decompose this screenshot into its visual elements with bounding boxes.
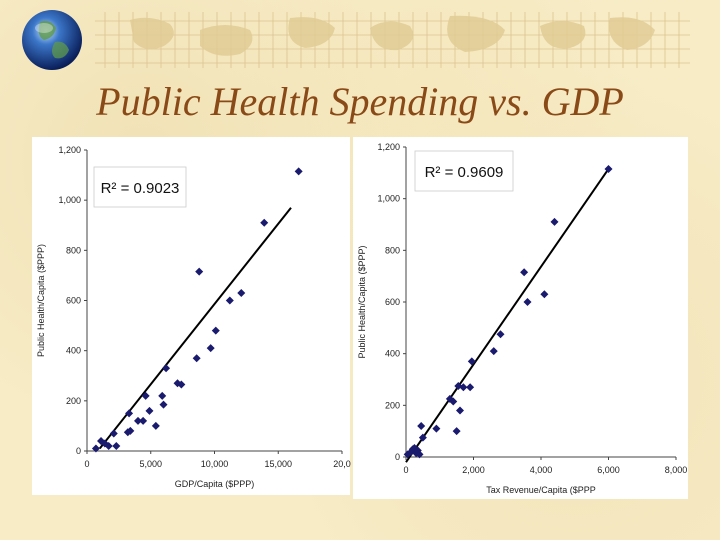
data-point — [467, 357, 476, 366]
data-point — [550, 217, 559, 226]
data-point — [415, 450, 424, 459]
globe-icon — [22, 10, 82, 70]
x-axis-label: GDP/Capita ($PPP) — [175, 479, 255, 489]
y-axis-label: Public Health/Capita ($PPP) — [357, 245, 367, 358]
chart-panel-tax: 0 200 400 600 800 1,000 1,200 0 2,000 4,000 6,000 8… — [353, 137, 688, 499]
data-point — [449, 397, 458, 406]
r-squared-box — [414, 150, 514, 192]
x-tick-label: 8,000 — [665, 465, 688, 475]
x-tick-label: 20,0 — [333, 459, 351, 469]
y-tick-label: 0 — [76, 446, 81, 456]
data-point — [159, 400, 168, 409]
data-point — [294, 167, 303, 176]
data-point — [604, 164, 613, 173]
r-squared-label: R² = 0.9609 — [425, 164, 504, 181]
data-point — [452, 427, 461, 436]
y-axis-label: Public Health/Capita ($PPP) — [36, 244, 46, 357]
data-point — [141, 391, 150, 400]
data-point — [523, 298, 532, 306]
data-point — [496, 330, 505, 339]
x-tick-label: 0 — [403, 465, 408, 475]
y-tick-label: 0 — [395, 452, 400, 462]
x-axis-label: Tax Revenue/Capita ($PPP — [486, 485, 596, 495]
r-squared-box — [93, 166, 187, 208]
x-tick-label: 15,000 — [264, 459, 292, 469]
y-tick-label: 200 — [66, 396, 81, 406]
y-tick-label: 400 — [66, 346, 81, 356]
y-tick-label: 1,200 — [377, 142, 400, 152]
x-tick-label: 5,000 — [139, 459, 162, 469]
data-point — [206, 344, 215, 353]
trendline — [405, 168, 610, 463]
data-point — [489, 347, 498, 356]
data-point — [211, 326, 220, 335]
data-point — [177, 380, 186, 389]
data-point — [237, 288, 246, 297]
x-tick-label: 2,000 — [462, 465, 485, 475]
data-point — [158, 391, 167, 400]
y-tick-label: 1,000 — [58, 195, 81, 205]
y-tick-label: 200 — [385, 400, 400, 410]
header-banner — [22, 10, 690, 70]
data-point — [195, 267, 204, 276]
data-point — [139, 416, 148, 425]
y-tick-label: 800 — [66, 245, 81, 255]
scatter-chart-tax: 0 200 400 600 800 1,000 1,200 0 2,000 4,000 6,000 8… — [357, 142, 688, 495]
data-point — [520, 268, 529, 277]
data-point — [145, 406, 154, 415]
y-tick-label: 800 — [385, 245, 400, 255]
data-point — [456, 406, 464, 415]
data-point — [91, 444, 100, 453]
slide-title: Public Health Spending vs. GDP — [96, 79, 624, 124]
x-tick-label: 0 — [84, 459, 89, 469]
y-tick-label: 1,000 — [377, 194, 400, 204]
chart-panel-gdp: 0 200 400 600 800 1,000 1,200 0 5,000 10,000 15,00… — [32, 137, 351, 495]
x-tick-label: 6,000 — [597, 465, 620, 475]
data-point — [466, 383, 475, 392]
data-point — [260, 218, 269, 227]
y-tick-label: 600 — [385, 297, 400, 307]
x-tick-label: 4,000 — [530, 465, 553, 475]
data-point — [162, 364, 171, 373]
data-point — [134, 416, 142, 425]
data-point — [104, 441, 113, 450]
data-point — [418, 433, 427, 442]
r-squared-label: R² = 0.9023 — [101, 180, 180, 197]
data-point — [109, 429, 118, 438]
y-tick-label: 400 — [385, 349, 400, 359]
data-point — [151, 421, 160, 430]
data-point — [432, 424, 441, 433]
y-tick-label: 1,200 — [58, 145, 81, 155]
data-point — [126, 426, 135, 435]
data-point — [417, 422, 426, 430]
y-tick-label: 600 — [66, 296, 81, 306]
scatter-chart-gdp: 0 200 400 600 800 1,000 1,200 0 5,000 10,000 15,00… — [36, 145, 351, 489]
data-point — [459, 383, 468, 392]
banner-map-shapes — [130, 15, 655, 56]
x-tick-label: 10,000 — [201, 459, 229, 469]
trendline — [98, 207, 292, 450]
data-point — [192, 354, 201, 363]
data-point — [540, 290, 549, 299]
data-point — [112, 441, 121, 450]
data-point — [225, 296, 234, 305]
data-point — [125, 409, 134, 418]
